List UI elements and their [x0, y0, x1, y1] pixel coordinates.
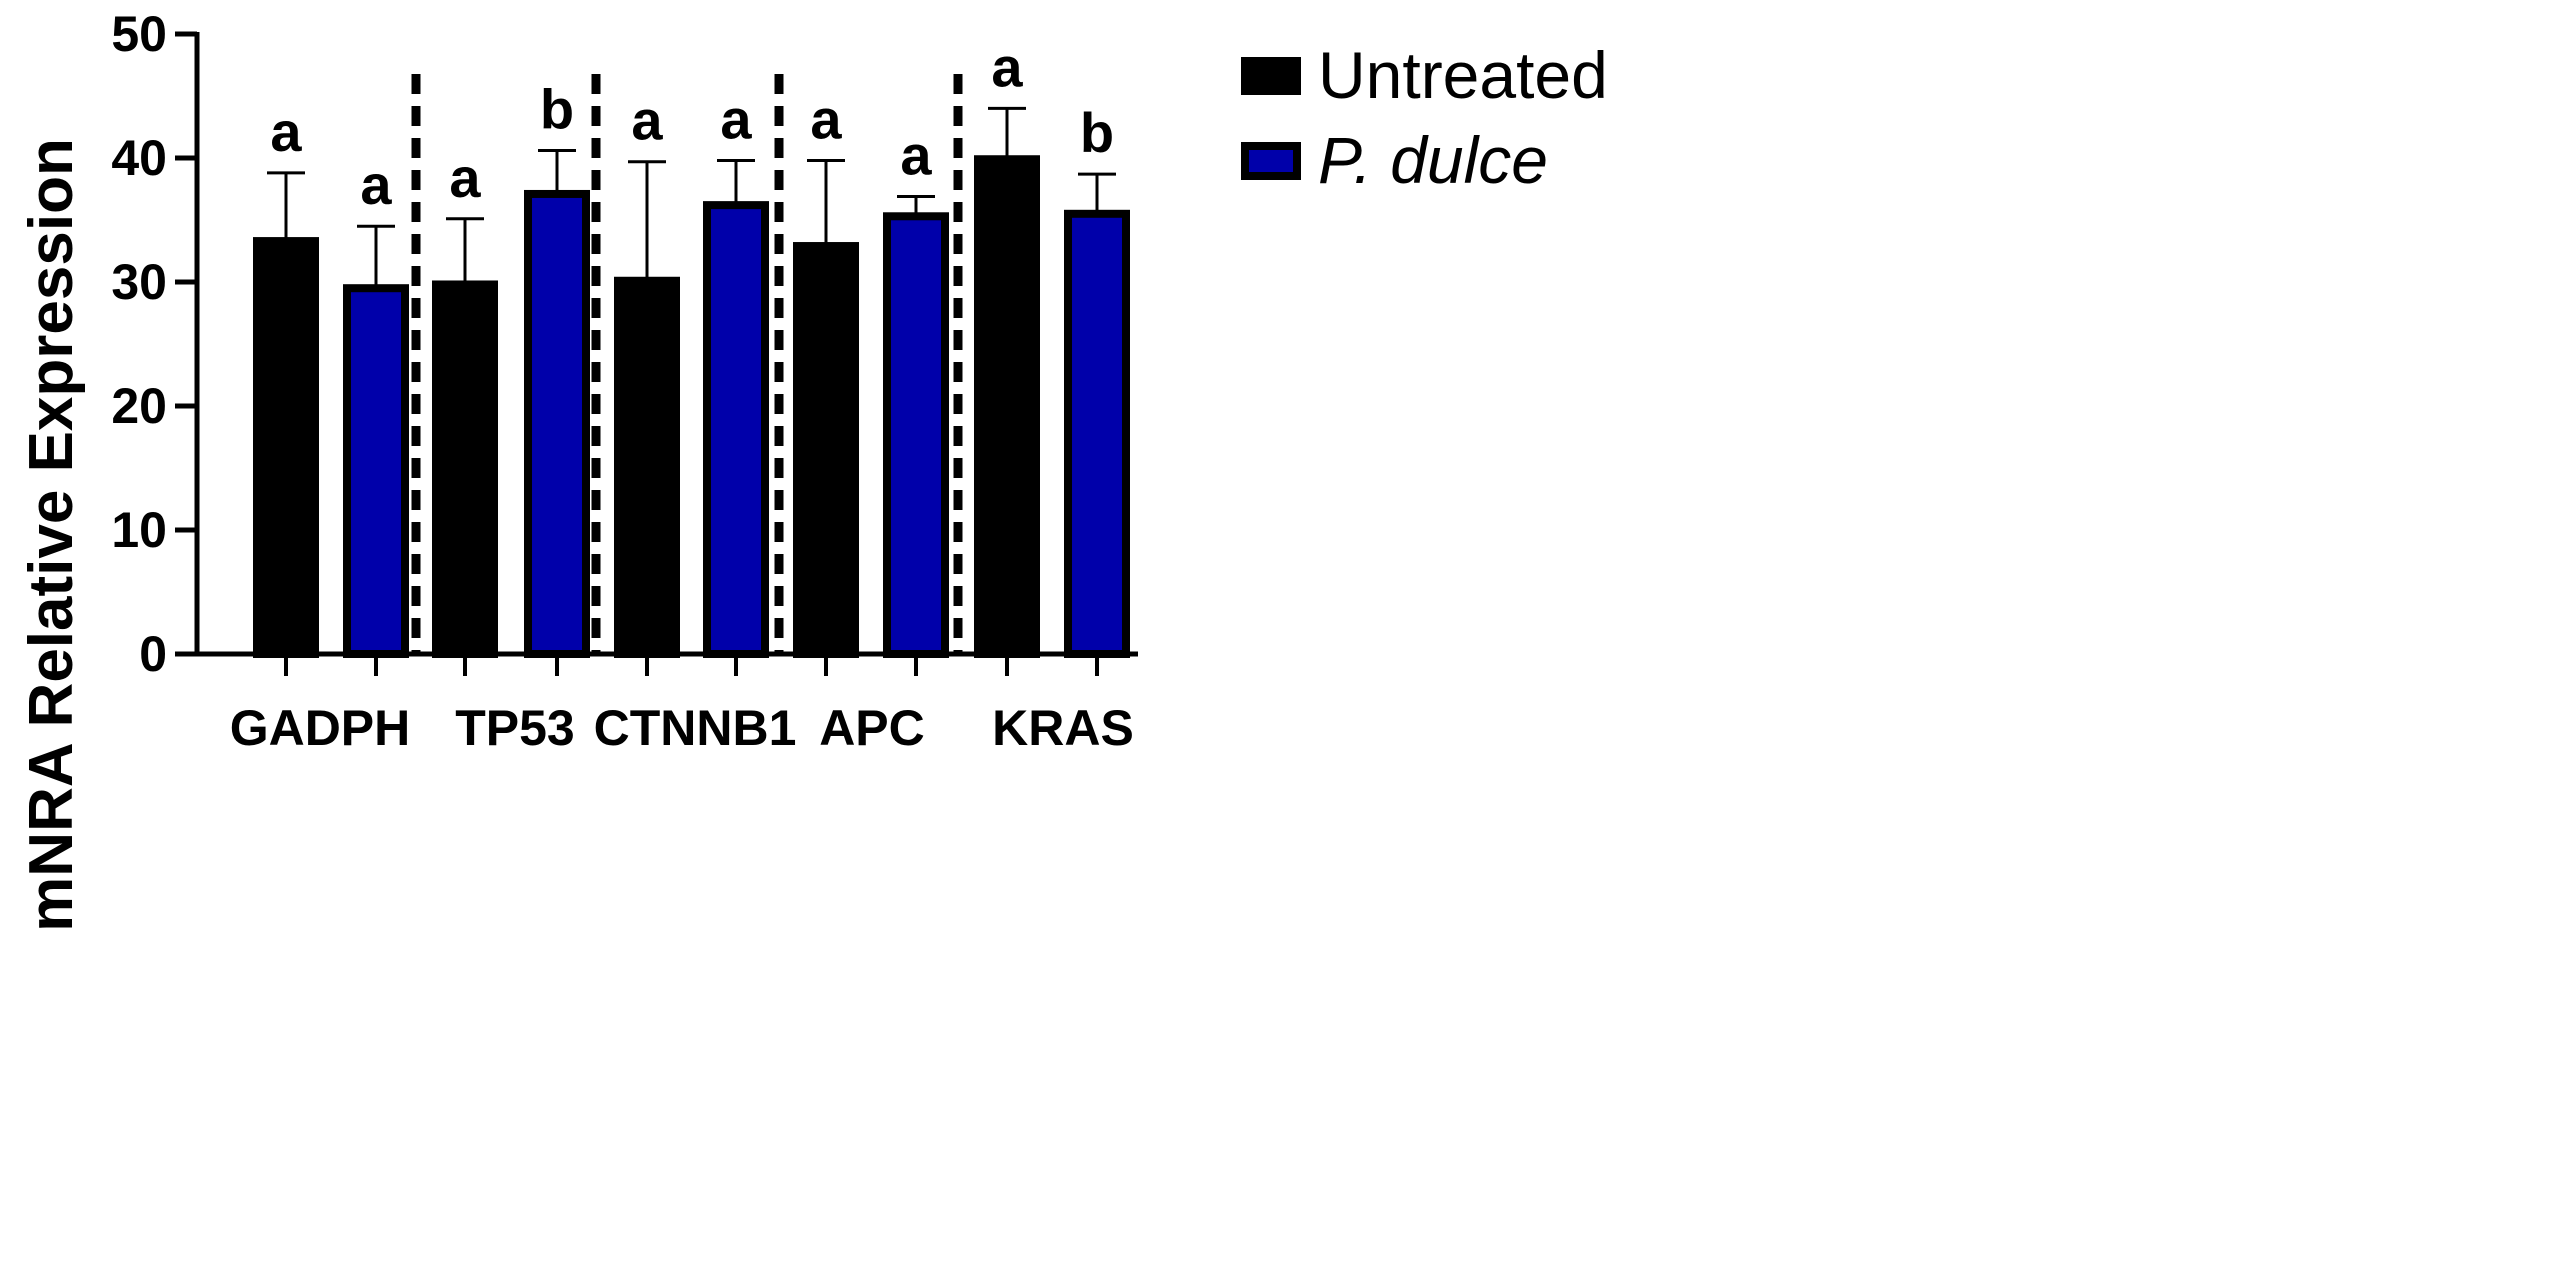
- legend-label: Untreated: [1318, 38, 1608, 112]
- y-tick-label: 40: [111, 130, 167, 186]
- bar-ctnnb1-untreated: [614, 276, 680, 658]
- x-category-label: APC: [819, 700, 925, 756]
- bars: [253, 155, 1130, 659]
- legend: Untreated P. dulce: [1241, 38, 1608, 197]
- significance-label: a: [631, 89, 663, 152]
- y-tick-label: 0: [139, 626, 167, 682]
- x-category-label: CTNNB1: [594, 700, 797, 756]
- bar-apc-untreated: [793, 242, 859, 658]
- bar-tp53-untreated: [432, 280, 498, 658]
- significance-label: a: [720, 87, 752, 150]
- legend-label: P. dulce: [1318, 123, 1548, 197]
- significance-label: a: [810, 87, 842, 150]
- bar-apc-p-dulce: [883, 212, 949, 658]
- error-bars: [267, 106, 1116, 289]
- legend-swatch: [1241, 57, 1301, 95]
- bar-gadph-untreated: [253, 237, 319, 659]
- y-tick-label: 30: [111, 254, 167, 310]
- significance-label: a: [360, 153, 392, 216]
- x-category-label: KRAS: [992, 700, 1134, 756]
- group-separators: [411, 74, 963, 654]
- significance-label: a: [991, 35, 1023, 98]
- y-axis-title: mNRA Relative Expression: [17, 138, 86, 932]
- bar-kras-untreated: [974, 155, 1040, 659]
- significance-label: a: [900, 123, 932, 186]
- legend-swatch: [1241, 142, 1301, 180]
- bar-gadph-p-dulce: [343, 284, 409, 658]
- category-labels: GADPH TP53 CTNNB1 APC KRAS: [230, 700, 1134, 756]
- significance-label: a: [449, 146, 481, 209]
- x-category-label: GADPH: [230, 700, 411, 756]
- significance-label: b: [1080, 101, 1114, 164]
- bar-kras-p-dulce: [1064, 209, 1130, 659]
- x-category-label: TP53: [455, 700, 575, 756]
- significance-label: b: [540, 78, 574, 141]
- bar-ctnnb1-p-dulce: [703, 201, 769, 658]
- bar-tp53-p-dulce: [524, 189, 590, 659]
- axes: 0 10 20 30 40 50: [111, 6, 1138, 682]
- y-tick-label: 10: [111, 502, 167, 558]
- y-tick-label: 50: [111, 6, 167, 62]
- significance-label: a: [270, 100, 302, 163]
- y-tick-label: 20: [111, 378, 167, 434]
